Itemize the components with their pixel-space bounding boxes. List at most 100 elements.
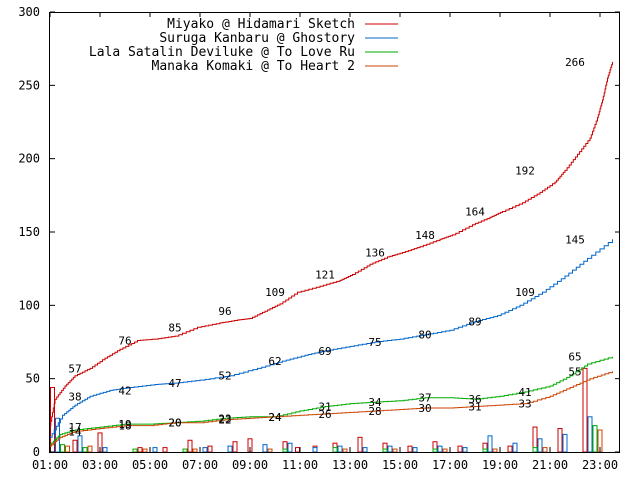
bar-miyako-hidamari-sketch xyxy=(382,442,388,453)
data-label-lala-satalin-deviluke-to-love-ru: 36 xyxy=(468,393,481,406)
bar-suruga-kanbaru-ghostory xyxy=(55,417,60,453)
data-label-suruga-kanbaru-ghostory: 47 xyxy=(168,377,181,390)
bar-lala-satalin-deviluke-to-love-ru xyxy=(332,447,338,453)
y-tick-label: 100 xyxy=(18,298,40,312)
data-label-suruga-kanbaru-ghostory: 145 xyxy=(565,233,585,246)
data-label-lala-satalin-deviluke-to-love-ru: 41 xyxy=(518,386,531,399)
data-label-miyako-hidamari-sketch: 96 xyxy=(218,305,231,318)
bar-suruga-kanbaru-ghostory xyxy=(262,444,268,453)
bar-suruga-kanbaru-ghostory xyxy=(487,435,493,453)
data-label-manaka-komaki-to-heart-2: 31 xyxy=(468,401,481,414)
y-tick-label: 50 xyxy=(26,372,40,386)
bar-manaka-komaki-to-heart-2 xyxy=(442,448,448,453)
data-label-miyako-hidamari-sketch: 76 xyxy=(118,335,131,348)
y-tick-label: 0 xyxy=(33,445,40,459)
bar-suruga-kanbaru-ghostory xyxy=(337,445,343,453)
x-tick-label: 03:00 xyxy=(82,458,118,472)
data-label-suruga-kanbaru-ghostory: 38 xyxy=(68,390,81,403)
bar-manaka-komaki-to-heart-2 xyxy=(342,448,348,453)
data-label-lala-satalin-deviluke-to-love-ru: 37 xyxy=(418,392,431,405)
x-tick-label: 09:00 xyxy=(232,458,268,472)
bar-suruga-kanbaru-ghostory xyxy=(562,433,568,453)
bar-manaka-komaki-to-heart-2 xyxy=(192,448,198,453)
x-axis: 01:00 03:00 05:00 07:00 09:00 11:00 13:00 15:00… xyxy=(32,12,618,472)
data-label-manaka-komaki-to-heart-2: 55 xyxy=(568,365,581,378)
data-label-lala-satalin-deviluke-to-love-ru: 31 xyxy=(318,401,331,414)
data-label-suruga-kanbaru-ghostory: 109 xyxy=(515,286,535,299)
bar-miyako-hidamari-sketch xyxy=(187,439,193,453)
bar-manaka-komaki-to-heart-2 xyxy=(542,447,548,453)
x-tick-label: 15:00 xyxy=(382,458,418,472)
data-label-manaka-komaki-to-heart-2: 30 xyxy=(418,402,431,415)
bar-suruga-kanbaru-ghostory xyxy=(587,416,593,453)
bar-suruga-kanbaru-ghostory xyxy=(537,438,543,453)
x-tick-label: 21:00 xyxy=(532,458,568,472)
data-label-manaka-komaki-to-heart-2: 26 xyxy=(318,408,331,421)
data-label-miyako-hidamari-sketch: 121 xyxy=(315,269,335,282)
lines-layer xyxy=(50,61,613,447)
data-label-miyako-hidamari-sketch: 57 xyxy=(68,362,81,375)
line-manaka-komaki-to-heart-2 xyxy=(50,371,613,447)
data-label-suruga-kanbaru-ghostory: 62 xyxy=(268,355,281,368)
data-label-manaka-komaki-to-heart-2: 22 xyxy=(218,414,231,427)
bar-lala-satalin-deviluke-to-love-ru xyxy=(592,425,598,453)
line-miyako-hidamari-sketch xyxy=(50,61,613,427)
bar-suruga-kanbaru-ghostory xyxy=(227,445,233,453)
data-label-manaka-komaki-to-heart-2: 18 xyxy=(118,420,131,433)
data-label-suruga-kanbaru-ghostory: 89 xyxy=(468,315,481,328)
data-label-miyako-hidamari-sketch: 164 xyxy=(465,205,485,218)
bar-lala-satalin-deviluke-to-love-ru xyxy=(60,444,65,453)
x-tick-label: 17:00 xyxy=(432,458,468,472)
x-tick-label: 23:00 xyxy=(582,458,618,472)
bar-suruga-kanbaru-ghostory xyxy=(312,447,318,453)
data-label-miyako-hidamari-sketch: 266 xyxy=(565,56,585,69)
bar-manaka-komaki-to-heart-2 xyxy=(392,448,398,453)
bar-suruga-kanbaru-ghostory xyxy=(412,447,418,453)
data-label-manaka-komaki-to-heart-2: 14 xyxy=(68,425,82,438)
data-label-manaka-komaki-to-heart-2: 24 xyxy=(268,411,282,424)
bar-miyako-hidamari-sketch xyxy=(137,447,143,453)
data-label-miyako-hidamari-sketch: 85 xyxy=(168,321,181,334)
data-label-suruga-kanbaru-ghostory: 69 xyxy=(318,345,331,358)
bar-manaka-komaki-to-heart-2 xyxy=(87,445,93,453)
data-label-suruga-kanbaru-ghostory: 80 xyxy=(418,329,431,342)
bar-miyako-hidamari-sketch xyxy=(482,442,488,453)
data-label-manaka-komaki-to-heart-2: 28 xyxy=(368,405,381,418)
data-label-lala-satalin-deviluke-to-love-ru: 65 xyxy=(568,351,581,364)
data-label-suruga-kanbaru-ghostory: 52 xyxy=(218,370,231,383)
data-label-lala-satalin-deviluke-to-love-ru: 19 xyxy=(118,418,131,431)
bar-manaka-komaki-to-heart-2 xyxy=(65,445,70,453)
data-label-manaka-komaki-to-heart-2: 20 xyxy=(168,417,181,430)
data-label-miyako-hidamari-sketch: 109 xyxy=(265,286,285,299)
bar-lala-satalin-deviluke-to-love-ru xyxy=(132,448,138,453)
data-label-lala-satalin-deviluke-to-love-ru: 23 xyxy=(218,412,231,425)
bar-suruga-kanbaru-ghostory xyxy=(387,445,393,453)
data-labels-layer: 57 76 85 96 109 121 136 148 164 192 266 38 42 47 52 62 6… xyxy=(68,56,585,439)
bar-suruga-kanbaru-ghostory xyxy=(287,442,293,453)
legend-label: Manaka Komaki @ To Heart 2 xyxy=(152,59,356,74)
bar-suruga-kanbaru-ghostory xyxy=(152,447,158,453)
bar-miyako-hidamari-sketch xyxy=(432,441,438,453)
x-tick-label: 07:00 xyxy=(182,458,218,472)
bar-miyako-hidamari-sketch xyxy=(312,445,318,453)
bar-manaka-komaki-to-heart-2 xyxy=(142,448,148,453)
x-tick-label: 19:00 xyxy=(482,458,518,472)
bar-miyako-hidamari-sketch xyxy=(162,447,168,453)
data-label-miyako-hidamari-sketch: 192 xyxy=(515,164,535,177)
bar-suruga-kanbaru-ghostory xyxy=(362,447,368,453)
data-label-lala-satalin-deviluke-to-love-ru: 20 xyxy=(168,417,181,430)
bar-lala-satalin-deviluke-to-love-ru xyxy=(532,447,538,453)
x-tick-label: 01:00 xyxy=(32,458,68,472)
bar-lala-satalin-deviluke-to-love-ru xyxy=(432,448,438,453)
bar-miyako-hidamari-sketch xyxy=(207,445,213,453)
line-lala-satalin-deviluke-to-love-ru xyxy=(50,356,613,446)
legend-label: Lala Satalin Deviluke @ To Love Ru xyxy=(89,45,355,60)
bar-miyako-hidamari-sketch xyxy=(457,445,463,453)
bar-miyako-hidamari-sketch xyxy=(507,445,513,453)
data-label-suruga-kanbaru-ghostory: 42 xyxy=(118,384,131,397)
y-tick-label: 200 xyxy=(18,152,40,166)
y-tick-label: 250 xyxy=(18,78,40,92)
